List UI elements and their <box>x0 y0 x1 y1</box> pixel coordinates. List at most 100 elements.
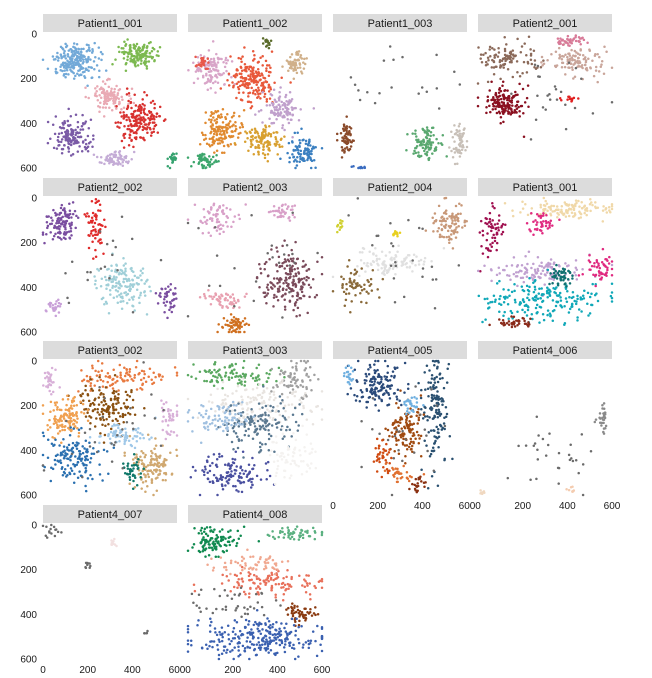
data-point <box>265 286 269 289</box>
data-point <box>71 441 75 445</box>
data-point <box>202 63 206 67</box>
data-point <box>107 267 110 271</box>
data-point <box>222 230 225 234</box>
data-point <box>102 399 106 402</box>
data-point <box>238 84 242 88</box>
data-point <box>131 285 135 288</box>
data-point <box>598 266 602 270</box>
data-point <box>595 260 599 264</box>
data-point <box>366 279 369 282</box>
data-point <box>209 79 213 82</box>
data-point <box>126 393 129 397</box>
data-point <box>494 298 497 302</box>
plot-area <box>333 34 467 168</box>
data-point <box>545 221 548 225</box>
data-point <box>341 149 344 152</box>
data-point <box>244 67 248 70</box>
data-point <box>294 149 297 152</box>
data-point <box>216 208 220 211</box>
data-point <box>97 403 101 406</box>
data-point <box>91 211 95 215</box>
data-point <box>105 410 108 413</box>
data-point <box>101 423 104 426</box>
data-point <box>294 274 298 278</box>
data-point <box>584 60 588 64</box>
data-point <box>493 300 497 303</box>
data-point <box>72 427 75 430</box>
data-point <box>133 376 136 379</box>
data-point <box>490 80 493 83</box>
data-point <box>249 65 252 69</box>
data-point <box>268 97 272 100</box>
data-point <box>516 284 519 288</box>
data-point <box>244 78 247 81</box>
data-point <box>502 321 506 324</box>
data-point <box>499 121 502 125</box>
data-point <box>131 283 135 286</box>
data-point <box>499 77 502 81</box>
data-point <box>544 273 547 277</box>
data-point <box>116 93 119 97</box>
data-point <box>74 455 77 458</box>
data-point <box>497 101 501 105</box>
data-point <box>302 294 305 298</box>
data-point <box>204 137 208 140</box>
data-point <box>485 238 489 242</box>
data-point <box>495 248 498 252</box>
data-point <box>259 267 262 270</box>
data-point <box>533 227 537 231</box>
data-point <box>581 54 585 57</box>
data-point <box>224 220 228 224</box>
data-point <box>237 56 240 60</box>
data-point <box>304 142 308 145</box>
data-point <box>451 212 454 215</box>
data-point <box>378 257 381 261</box>
data-point <box>415 145 419 148</box>
facet-strip <box>478 178 612 196</box>
data-point <box>137 276 140 279</box>
data-point <box>360 267 363 270</box>
data-point <box>109 293 112 296</box>
data-point <box>68 209 72 213</box>
data-point <box>458 134 462 137</box>
data-point <box>296 257 300 260</box>
data-point <box>360 300 363 304</box>
data-point <box>148 52 152 55</box>
data-point <box>85 464 88 467</box>
data-point <box>458 129 461 133</box>
data-point <box>120 46 123 50</box>
data-point <box>559 90 563 94</box>
data-point <box>461 133 465 136</box>
data-point <box>510 99 514 102</box>
data-point <box>548 224 551 227</box>
data-point <box>521 87 525 91</box>
data-point <box>76 131 79 134</box>
data-point <box>147 55 151 59</box>
data-point <box>546 286 549 289</box>
data-point <box>82 60 85 64</box>
data-point <box>271 209 275 213</box>
data-point <box>289 118 293 122</box>
data-point <box>127 91 131 95</box>
data-point <box>239 79 243 83</box>
data-point <box>94 197 98 201</box>
data-point <box>91 401 95 405</box>
data-point <box>535 303 539 307</box>
data-point <box>251 49 255 53</box>
data-point <box>98 94 101 97</box>
data-point <box>303 62 307 66</box>
data-point <box>536 94 539 97</box>
data-point <box>199 69 203 73</box>
data-point <box>54 417 58 421</box>
data-point <box>197 157 201 160</box>
data-point <box>534 118 538 121</box>
data-point <box>481 229 485 233</box>
data-point <box>99 50 103 54</box>
data-point <box>254 92 257 96</box>
data-point <box>110 269 113 273</box>
data-point <box>520 285 524 288</box>
data-point <box>133 124 136 128</box>
data-point <box>500 59 504 62</box>
data-point <box>284 272 288 275</box>
data-point <box>221 121 225 124</box>
